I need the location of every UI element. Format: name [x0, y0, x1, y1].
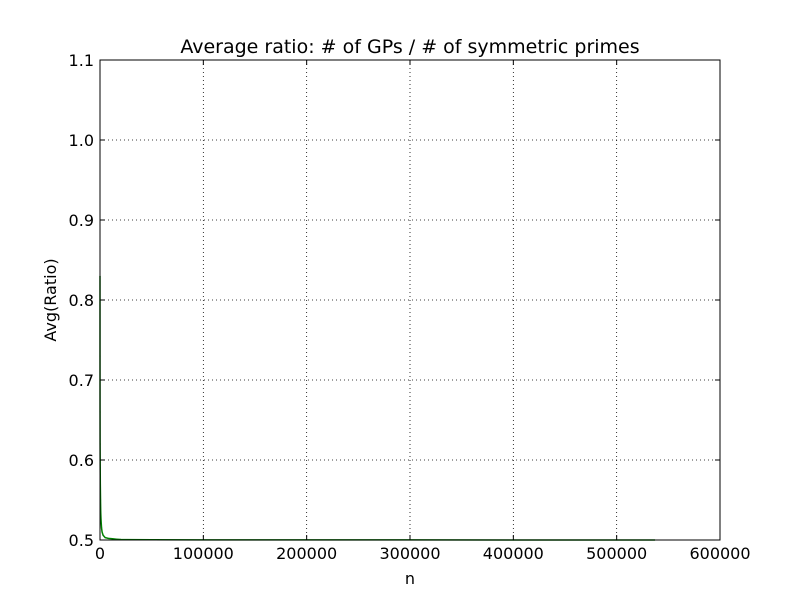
x-tick-label: 400000 [483, 544, 544, 563]
series-point [107, 537, 109, 540]
series-point [102, 534, 104, 536]
y-axis-label: Avg(Ratio) [41, 258, 60, 341]
x-tick-label: 600000 [689, 544, 750, 563]
y-tick-label: 0.9 [69, 211, 94, 230]
y-tick-label: 1.0 [69, 131, 94, 150]
series-point [100, 527, 103, 529]
series-point [104, 537, 106, 539]
series-point [100, 519, 102, 521]
y-tick-label: 0.5 [69, 531, 94, 550]
y-tick-label: 1.1 [69, 51, 94, 70]
x-tick-label: 0 [95, 544, 105, 563]
x-tick-label: 200000 [276, 544, 337, 563]
x-tick-label: 100000 [173, 544, 234, 563]
x-tick-label: 300000 [379, 544, 440, 563]
ticks: 0 100000 200000 300000 400000 500000 600000 0.5… [69, 51, 751, 563]
chart-title: Average ratio: # of GPs / # of symmetric… [180, 36, 639, 58]
series-point [101, 531, 103, 533]
y-tick-label: 0.8 [69, 291, 94, 310]
x-axis-label: n [405, 569, 415, 588]
grid [100, 60, 720, 540]
series-point [111, 538, 113, 540]
y-tick-label: 0.7 [69, 371, 94, 390]
x-tick-label: 500000 [586, 544, 647, 563]
y-tick-label: 0.6 [69, 451, 94, 470]
